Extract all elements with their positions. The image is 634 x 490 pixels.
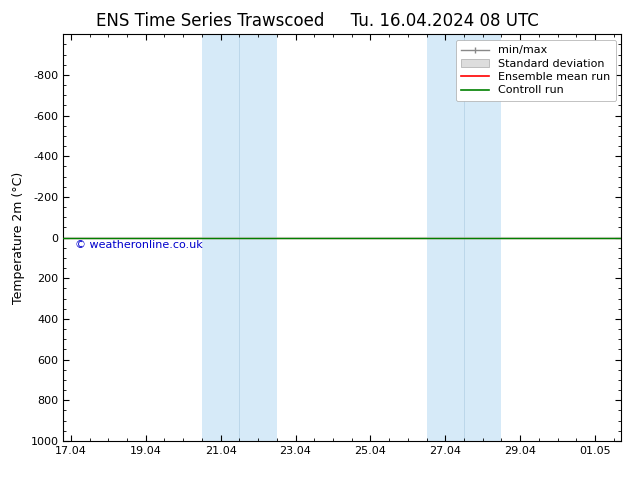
- Bar: [427, 34, 464, 441]
- Text: © weatheronline.co.uk: © weatheronline.co.uk: [75, 240, 202, 250]
- Text: ENS Time Series Trawscoed     Tu. 16.04.2024 08 UTC: ENS Time Series Trawscoed Tu. 16.04.2024…: [96, 12, 538, 30]
- Bar: [464, 34, 501, 441]
- Legend: min/max, Standard deviation, Ensemble mean run, Controll run: min/max, Standard deviation, Ensemble me…: [456, 40, 616, 101]
- Bar: [202, 34, 240, 441]
- Y-axis label: Temperature 2m (°C): Temperature 2m (°C): [12, 172, 25, 304]
- Bar: [240, 34, 277, 441]
